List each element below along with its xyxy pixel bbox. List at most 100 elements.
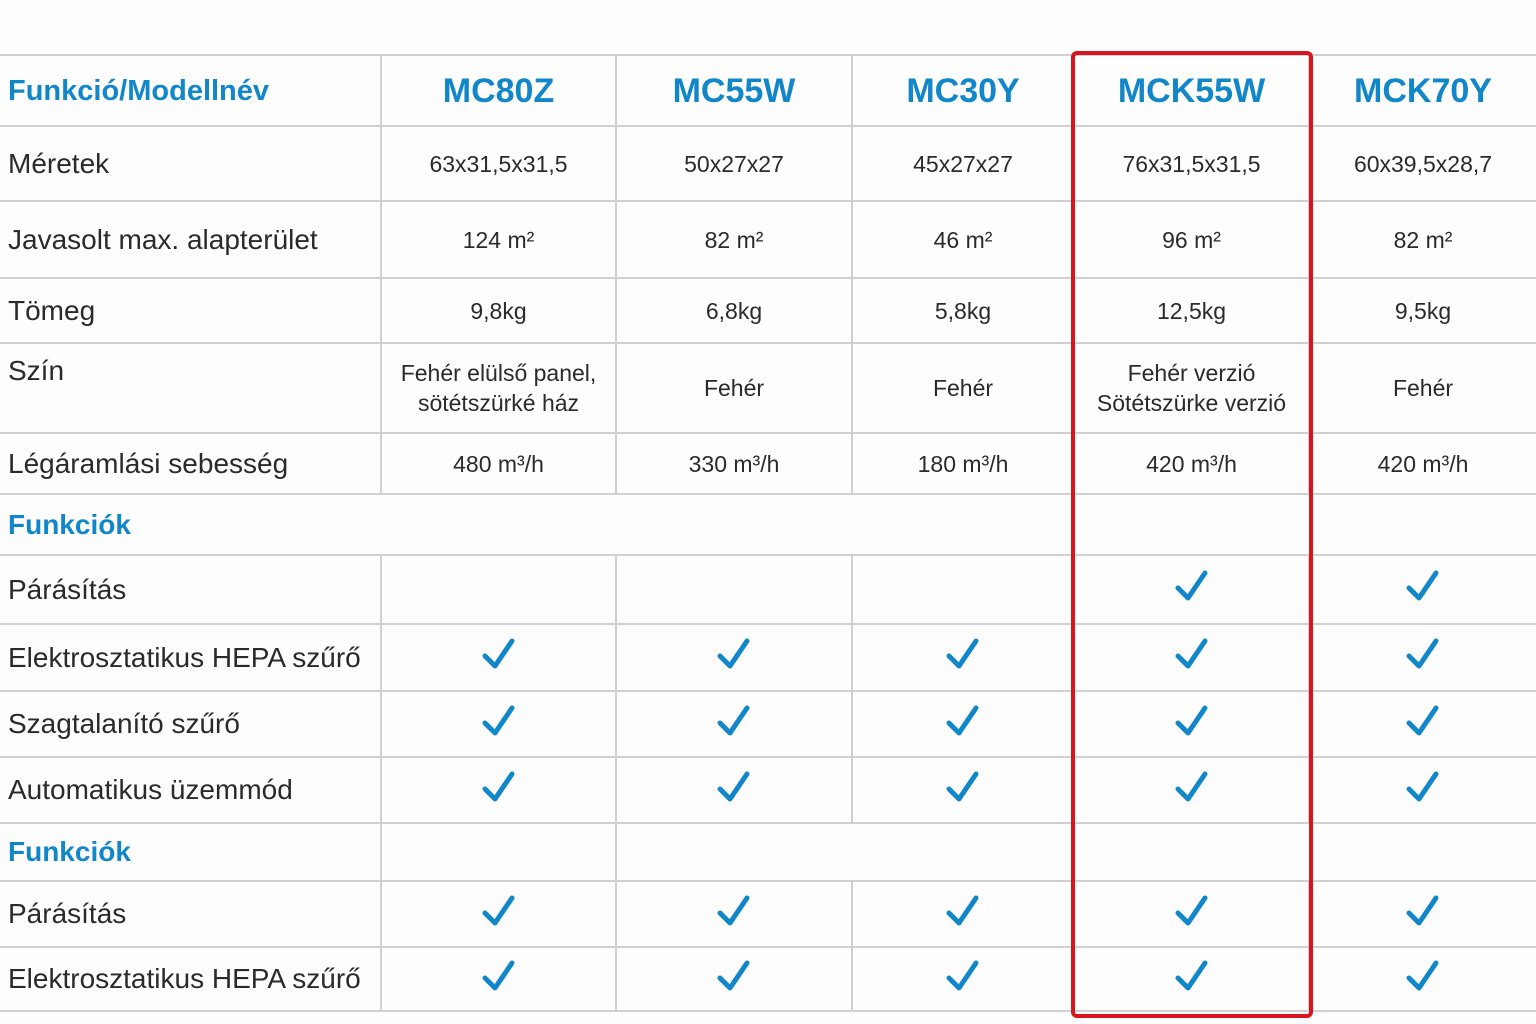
checkmark-icon bbox=[481, 958, 517, 1001]
feature-cell bbox=[615, 758, 851, 822]
checkmark-icon bbox=[1405, 636, 1441, 679]
feature-cell bbox=[851, 625, 1073, 690]
spec-value: 420 m³/h bbox=[1308, 434, 1536, 493]
spec-value: Fehér elülső panel, sötétszürké ház bbox=[380, 344, 615, 432]
feature-row: Elektrosztatikus HEPA szűrő bbox=[0, 946, 1536, 1012]
spec-value: 96 m² bbox=[1073, 202, 1308, 277]
checkmark-icon bbox=[945, 636, 981, 679]
spec-value: 60x39,5x28,7 bbox=[1308, 127, 1536, 200]
spec-value: 480 m³/h bbox=[380, 434, 615, 493]
feature-cell bbox=[1073, 758, 1308, 822]
feature-cell bbox=[1073, 556, 1308, 623]
empty-cell bbox=[615, 495, 851, 554]
comparison-table: Funkció/Modellnév MC80Z MC55W MC30Y MCK55W MC… bbox=[0, 54, 1536, 1012]
feature-cell bbox=[1308, 948, 1536, 1010]
spec-label: Méretek bbox=[8, 147, 110, 179]
feature-cell bbox=[1308, 758, 1536, 822]
feature-cell bbox=[615, 625, 851, 690]
feature-cell bbox=[380, 692, 615, 756]
feature-label: Elektrosztatikus HEPA szűrő bbox=[8, 963, 361, 994]
spec-value: Fehér bbox=[1308, 344, 1536, 432]
spec-value: Fehér verzió Sötétszürke verzió bbox=[1073, 344, 1308, 432]
spec-value: 420 m³/h bbox=[1073, 434, 1308, 493]
checkmark-icon bbox=[1405, 893, 1441, 936]
section-title: Funkciók bbox=[8, 836, 131, 867]
spec-value: 50x27x27 bbox=[615, 127, 851, 200]
checkmark-icon bbox=[481, 703, 517, 746]
feature-cell bbox=[380, 948, 615, 1010]
feature-cell bbox=[1308, 556, 1536, 623]
checkmark-icon bbox=[716, 703, 752, 746]
spec-row: Javasolt max. alapterület 124 m² 82 m² 46 m… bbox=[0, 200, 1536, 277]
model-name: MC30Y bbox=[851, 56, 1073, 125]
feature-cell bbox=[851, 556, 1073, 623]
checkmark-icon bbox=[1174, 893, 1210, 936]
spec-row: Méretek 63x31,5x31,5 50x27x27 45x27x27 76x31… bbox=[0, 125, 1536, 200]
feature-cell bbox=[615, 948, 851, 1010]
checkmark-icon bbox=[945, 958, 981, 1001]
feature-label: Párásítás bbox=[8, 573, 127, 605]
model-name: MCK70Y bbox=[1308, 56, 1536, 125]
model-name: MC80Z bbox=[380, 56, 615, 125]
checkmark-icon bbox=[1405, 958, 1441, 1001]
spec-label: Szín bbox=[8, 355, 65, 386]
feature-cell bbox=[615, 692, 851, 756]
spec-value: 330 m³/h bbox=[615, 434, 851, 493]
spec-label: Tömeg bbox=[8, 294, 96, 326]
feature-row: Elektrosztatikus HEPA szűrő bbox=[0, 623, 1536, 690]
empty-cell bbox=[380, 824, 615, 880]
header-label: Funkció/Modellnév bbox=[8, 74, 270, 107]
spec-row: Szín Fehér elülső panel, sötétszürké ház F… bbox=[0, 342, 1536, 432]
feature-row: Szagtalanító szűrő bbox=[0, 690, 1536, 756]
feature-cell bbox=[1308, 692, 1536, 756]
model-name: MCK55W bbox=[1073, 56, 1308, 125]
spec-value: 180 m³/h bbox=[851, 434, 1073, 493]
spec-value: 45x27x27 bbox=[851, 127, 1073, 200]
feature-cell bbox=[851, 758, 1073, 822]
checkmark-icon bbox=[716, 958, 752, 1001]
feature-cell bbox=[851, 882, 1073, 946]
checkmark-icon bbox=[1405, 703, 1441, 746]
feature-cell bbox=[851, 692, 1073, 756]
empty-cell bbox=[1308, 824, 1536, 880]
checkmark-icon bbox=[716, 769, 752, 812]
checkmark-icon bbox=[481, 636, 517, 679]
header-row: Funkció/Modellnév MC80Z MC55W MC30Y MCK55W MC… bbox=[0, 54, 1536, 125]
feature-cell bbox=[615, 556, 851, 623]
feature-label: Automatikus üzemmód bbox=[8, 774, 293, 805]
checkmark-icon bbox=[716, 636, 752, 679]
model-name: MC55W bbox=[615, 56, 851, 125]
section-header-row: Funkciók bbox=[0, 493, 1536, 554]
spec-row: Tömeg 9,8kg 6,8kg 5,8kg 12,5kg 9,5kg bbox=[0, 277, 1536, 342]
feature-cell bbox=[1073, 948, 1308, 1010]
spec-value: 9,5kg bbox=[1308, 279, 1536, 342]
feature-cell bbox=[615, 882, 851, 946]
feature-cell bbox=[1073, 882, 1308, 946]
spec-value: 82 m² bbox=[1308, 202, 1536, 277]
feature-cell bbox=[1308, 882, 1536, 946]
checkmark-icon bbox=[1174, 769, 1210, 812]
spec-value: 46 m² bbox=[851, 202, 1073, 277]
feature-label: Elektrosztatikus HEPA szűrő bbox=[8, 641, 361, 673]
checkmark-icon bbox=[1174, 703, 1210, 746]
spec-value: Fehér bbox=[851, 344, 1073, 432]
empty-cell bbox=[851, 495, 1073, 554]
empty-cell bbox=[851, 824, 1073, 880]
checkmark-icon bbox=[1174, 636, 1210, 679]
spec-value: 124 m² bbox=[380, 202, 615, 277]
spec-row: Légáramlási sebesség 480 m³/h 330 m³/h 180 … bbox=[0, 432, 1536, 493]
checkmark-icon bbox=[1405, 769, 1441, 812]
spec-label: Javasolt max. alapterület bbox=[8, 223, 318, 255]
feature-row: Párásítás bbox=[0, 554, 1536, 623]
empty-cell bbox=[380, 495, 615, 554]
checkmark-icon bbox=[945, 769, 981, 812]
checkmark-icon bbox=[945, 703, 981, 746]
feature-label: Párásítás bbox=[8, 898, 127, 929]
checkmark-icon bbox=[716, 893, 752, 936]
empty-cell bbox=[615, 824, 851, 880]
feature-cell bbox=[1073, 692, 1308, 756]
spec-value: 12,5kg bbox=[1073, 279, 1308, 342]
feature-cell bbox=[380, 625, 615, 690]
feature-cell bbox=[380, 556, 615, 623]
spec-value: 5,8kg bbox=[851, 279, 1073, 342]
